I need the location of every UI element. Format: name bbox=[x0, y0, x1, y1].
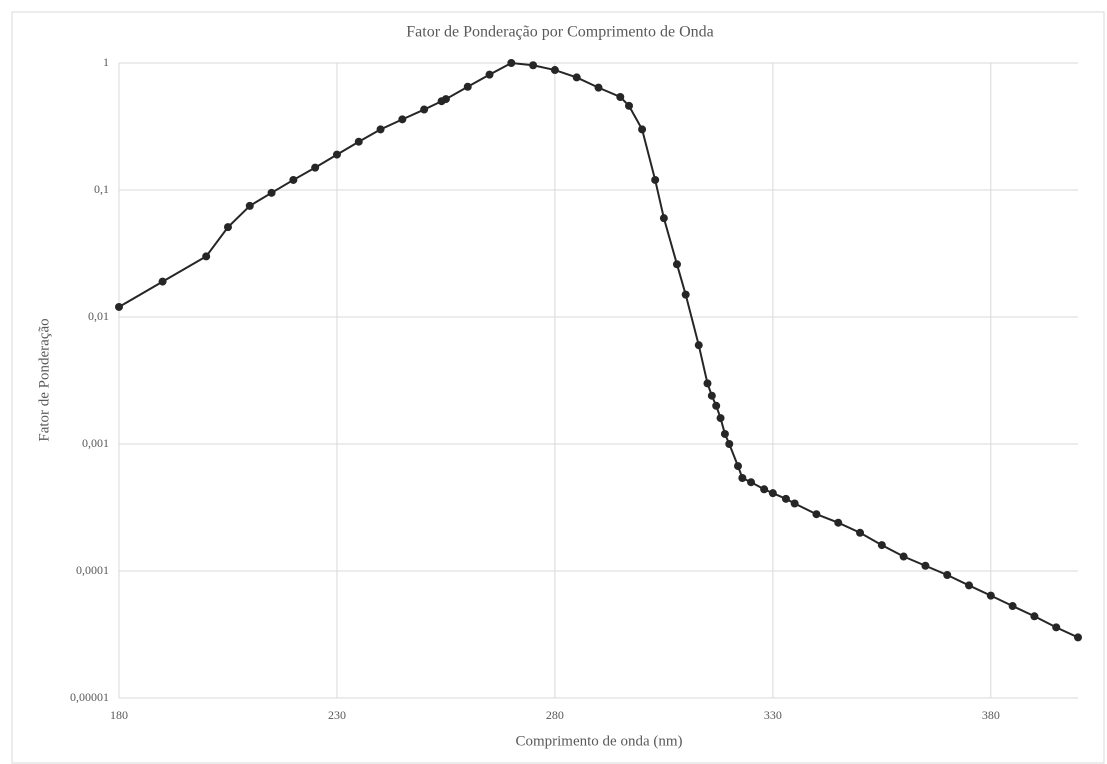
data-point bbox=[812, 510, 821, 519]
data-point bbox=[1074, 633, 1082, 642]
data-point bbox=[781, 494, 790, 503]
data-point bbox=[202, 252, 211, 261]
data-point bbox=[747, 478, 756, 487]
data-point bbox=[733, 462, 742, 471]
data-point bbox=[720, 429, 729, 438]
data-point bbox=[877, 541, 886, 550]
data-point bbox=[376, 125, 385, 134]
data-point bbox=[943, 571, 952, 580]
data-point bbox=[716, 414, 725, 423]
data-point bbox=[223, 223, 232, 232]
data-line bbox=[118, 61, 1079, 639]
chart-title: Fator de Ponderação por Comprimento de O… bbox=[406, 24, 713, 41]
data-point bbox=[1030, 612, 1039, 621]
data-point bbox=[856, 528, 865, 537]
y-axis-title: Fator de Ponderação bbox=[36, 318, 52, 441]
x-tick-label: 380 bbox=[982, 708, 1000, 722]
data-point bbox=[638, 125, 647, 134]
data-point bbox=[712, 401, 721, 410]
data-point bbox=[616, 92, 625, 101]
data-point bbox=[115, 302, 123, 311]
data-point bbox=[1052, 623, 1061, 632]
data-point bbox=[738, 473, 747, 482]
data-point bbox=[398, 115, 407, 124]
data-point bbox=[311, 163, 320, 172]
data-point bbox=[694, 341, 703, 350]
data-point bbox=[550, 66, 559, 75]
data-point bbox=[463, 82, 472, 91]
data-point bbox=[267, 188, 276, 197]
y-tick-label: 0,0001 bbox=[76, 563, 109, 577]
data-point bbox=[703, 379, 712, 388]
data-point bbox=[707, 391, 716, 400]
x-tick-label: 330 bbox=[764, 708, 782, 722]
y-tick-label: 0,1 bbox=[94, 182, 109, 196]
data-point bbox=[529, 61, 538, 70]
data-point bbox=[354, 137, 363, 146]
data-point bbox=[507, 59, 516, 67]
data-point bbox=[332, 150, 341, 159]
data-point bbox=[1008, 602, 1017, 611]
x-tick-label: 180 bbox=[110, 708, 128, 722]
data-point bbox=[572, 73, 581, 82]
data-point bbox=[899, 552, 908, 561]
data-point bbox=[921, 561, 930, 570]
x-tick-label: 280 bbox=[546, 708, 564, 722]
data-point bbox=[834, 518, 843, 527]
data-point bbox=[420, 105, 429, 114]
y-tick-label: 0,00001 bbox=[70, 690, 109, 704]
data-point bbox=[158, 277, 167, 286]
data-point bbox=[672, 260, 681, 269]
data-point bbox=[790, 499, 799, 508]
x-axis-title: Comprimento de onda (nm) bbox=[515, 733, 682, 749]
data-point bbox=[986, 591, 995, 600]
data-point bbox=[245, 201, 254, 210]
data-point bbox=[651, 175, 660, 184]
data-point bbox=[594, 83, 603, 92]
x-tick-label: 230 bbox=[328, 708, 346, 722]
chart-frame bbox=[11, 11, 1105, 764]
y-tick-label: 0,01 bbox=[88, 309, 109, 323]
data-point bbox=[659, 214, 668, 223]
data-point bbox=[485, 70, 494, 79]
y-tick-label: 0,001 bbox=[82, 436, 109, 450]
y-tick-label: 1 bbox=[103, 55, 109, 69]
data-point bbox=[725, 440, 734, 448]
data-point bbox=[760, 485, 769, 494]
data-point bbox=[441, 95, 450, 104]
data-point bbox=[965, 581, 974, 590]
data-point bbox=[768, 489, 777, 498]
data-point bbox=[289, 175, 298, 184]
data-point bbox=[625, 101, 634, 110]
data-point bbox=[681, 290, 690, 299]
